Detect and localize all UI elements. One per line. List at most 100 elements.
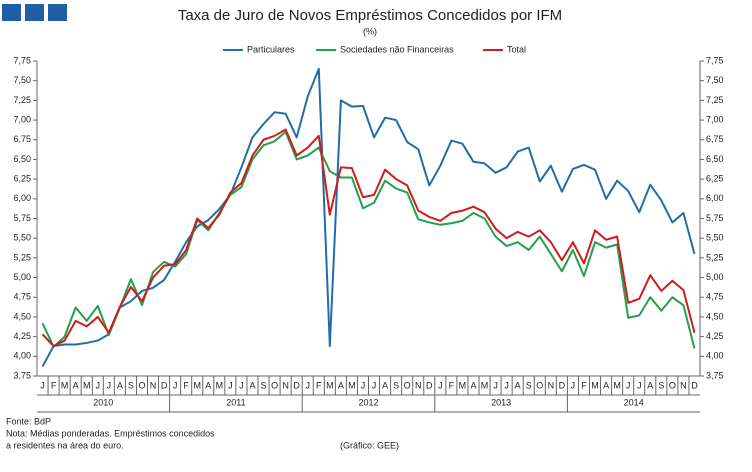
x-tick-label: D (426, 380, 433, 390)
credit: (Gráfico: GEE) (340, 440, 399, 450)
x-tick-label: M (193, 380, 201, 390)
x-tick-label: O (271, 380, 278, 390)
x-tick-label: F (51, 380, 57, 390)
x-tick-label: J (372, 380, 377, 390)
x-tick-label: J (493, 380, 498, 390)
x-tick-label: A (647, 380, 653, 390)
legend-label: Total (507, 44, 526, 54)
x-tick-label: J (107, 380, 112, 390)
y-tick-label: 7,50 (13, 75, 31, 85)
x-tick-label: F (581, 380, 587, 390)
x-tick-label: A (338, 380, 344, 390)
y-tick-label: 6,25 (13, 174, 31, 184)
x-tick-label: J (438, 380, 443, 390)
x-tick-label: F (449, 380, 455, 390)
x-tick-label: S (393, 380, 399, 390)
x-tick-label: N (282, 380, 289, 390)
x-tick-label: M (591, 380, 599, 390)
x-tick-label: A (382, 380, 388, 390)
x-tick-label: J (305, 380, 310, 390)
logo-block (2, 4, 21, 21)
x-tick-label: N (548, 380, 555, 390)
x-tick-label: D (293, 380, 300, 390)
y2-tick-label: 7,75 (706, 55, 724, 65)
x-tick-label: M (481, 380, 489, 390)
y-tick-label: 6,50 (13, 154, 31, 164)
x-tick-label: M (613, 380, 621, 390)
y2-tick-label: 5,50 (706, 233, 724, 243)
x-tick-label: J (504, 380, 509, 390)
y-tick-label: 4,75 (13, 292, 31, 302)
x-tick-label: S (526, 380, 532, 390)
y-tick-label: 4,50 (13, 311, 31, 321)
y-tick-label: 7,25 (13, 95, 31, 105)
x-tick-label: M (216, 380, 224, 390)
x-tick-label: J (173, 380, 178, 390)
legend-label: Sociedades não Financeiras (340, 44, 454, 54)
y-tick-label: 5,75 (13, 213, 31, 223)
x-tick-label: A (603, 380, 609, 390)
x-tick-label: D (559, 380, 566, 390)
year-label: 2014 (624, 397, 644, 407)
y2-tick-label: 4,25 (706, 331, 724, 341)
logo-block (25, 4, 44, 21)
y-tick-label: 5,50 (13, 233, 31, 243)
x-tick-label: J (571, 380, 576, 390)
y-tick-label: 3,75 (13, 370, 31, 380)
x-tick-label: M (61, 380, 69, 390)
legend-label: Particulares (247, 44, 295, 54)
y2-tick-label: 5,25 (706, 252, 724, 262)
x-tick-label: S (261, 380, 267, 390)
x-tick-label: J (40, 380, 45, 390)
x-tick-label: J (637, 380, 642, 390)
x-tick-label: J (626, 380, 631, 390)
y-tick-label: 6,00 (13, 193, 31, 203)
y-tick-label: 6,75 (13, 134, 31, 144)
chart-subtitle: (%) (363, 26, 377, 36)
x-tick-label: S (128, 380, 134, 390)
x-tick-label: O (536, 380, 543, 390)
series-line (41, 67, 696, 368)
x-tick-label: O (138, 380, 145, 390)
x-tick-label: O (669, 380, 676, 390)
y2-tick-label: 7,00 (706, 114, 724, 124)
x-tick-label: O (404, 380, 411, 390)
x-tick-label: A (515, 380, 521, 390)
year-label: 2013 (491, 397, 511, 407)
year-label: 2012 (358, 397, 378, 407)
y2-tick-label: 7,25 (706, 95, 724, 105)
x-tick-label: M (348, 380, 356, 390)
y2-tick-label: 5,75 (706, 213, 724, 223)
x-tick-label: A (73, 380, 79, 390)
x-tick-label: A (249, 380, 255, 390)
series-line (41, 128, 696, 348)
x-tick-label: D (161, 380, 168, 390)
x-tick-label: N (680, 380, 687, 390)
y2-tick-label: 7,50 (706, 75, 724, 85)
x-tick-label: M (83, 380, 91, 390)
x-tick-label: M (459, 380, 467, 390)
y2-tick-label: 6,00 (706, 193, 724, 203)
x-tick-label: J (361, 380, 366, 390)
x-tick-label: F (183, 380, 189, 390)
y-tick-label: 7,00 (13, 114, 31, 124)
y2-tick-label: 4,00 (706, 351, 724, 361)
logo-block (48, 4, 67, 21)
x-tick-label: F (316, 380, 322, 390)
x-tick-label: A (470, 380, 476, 390)
x-tick-label: A (205, 380, 211, 390)
x-tick-label: N (415, 380, 422, 390)
x-tick-label: J (239, 380, 244, 390)
series-line (41, 130, 696, 349)
x-tick-label: N (150, 380, 157, 390)
y2-tick-label: 5,00 (706, 272, 724, 282)
year-label: 2010 (93, 397, 113, 407)
x-tick-label: J (96, 380, 101, 390)
chart-title: Taxa de Juro de Novos Empréstimos Conced… (178, 7, 562, 24)
note: a residentes na área do euro. (6, 440, 124, 450)
x-tick-label: M (326, 380, 334, 390)
y2-tick-label: 4,50 (706, 311, 724, 321)
year-label: 2011 (226, 397, 245, 407)
source: Fonte: BdP (6, 416, 51, 426)
y-tick-label: 4,00 (13, 351, 31, 361)
